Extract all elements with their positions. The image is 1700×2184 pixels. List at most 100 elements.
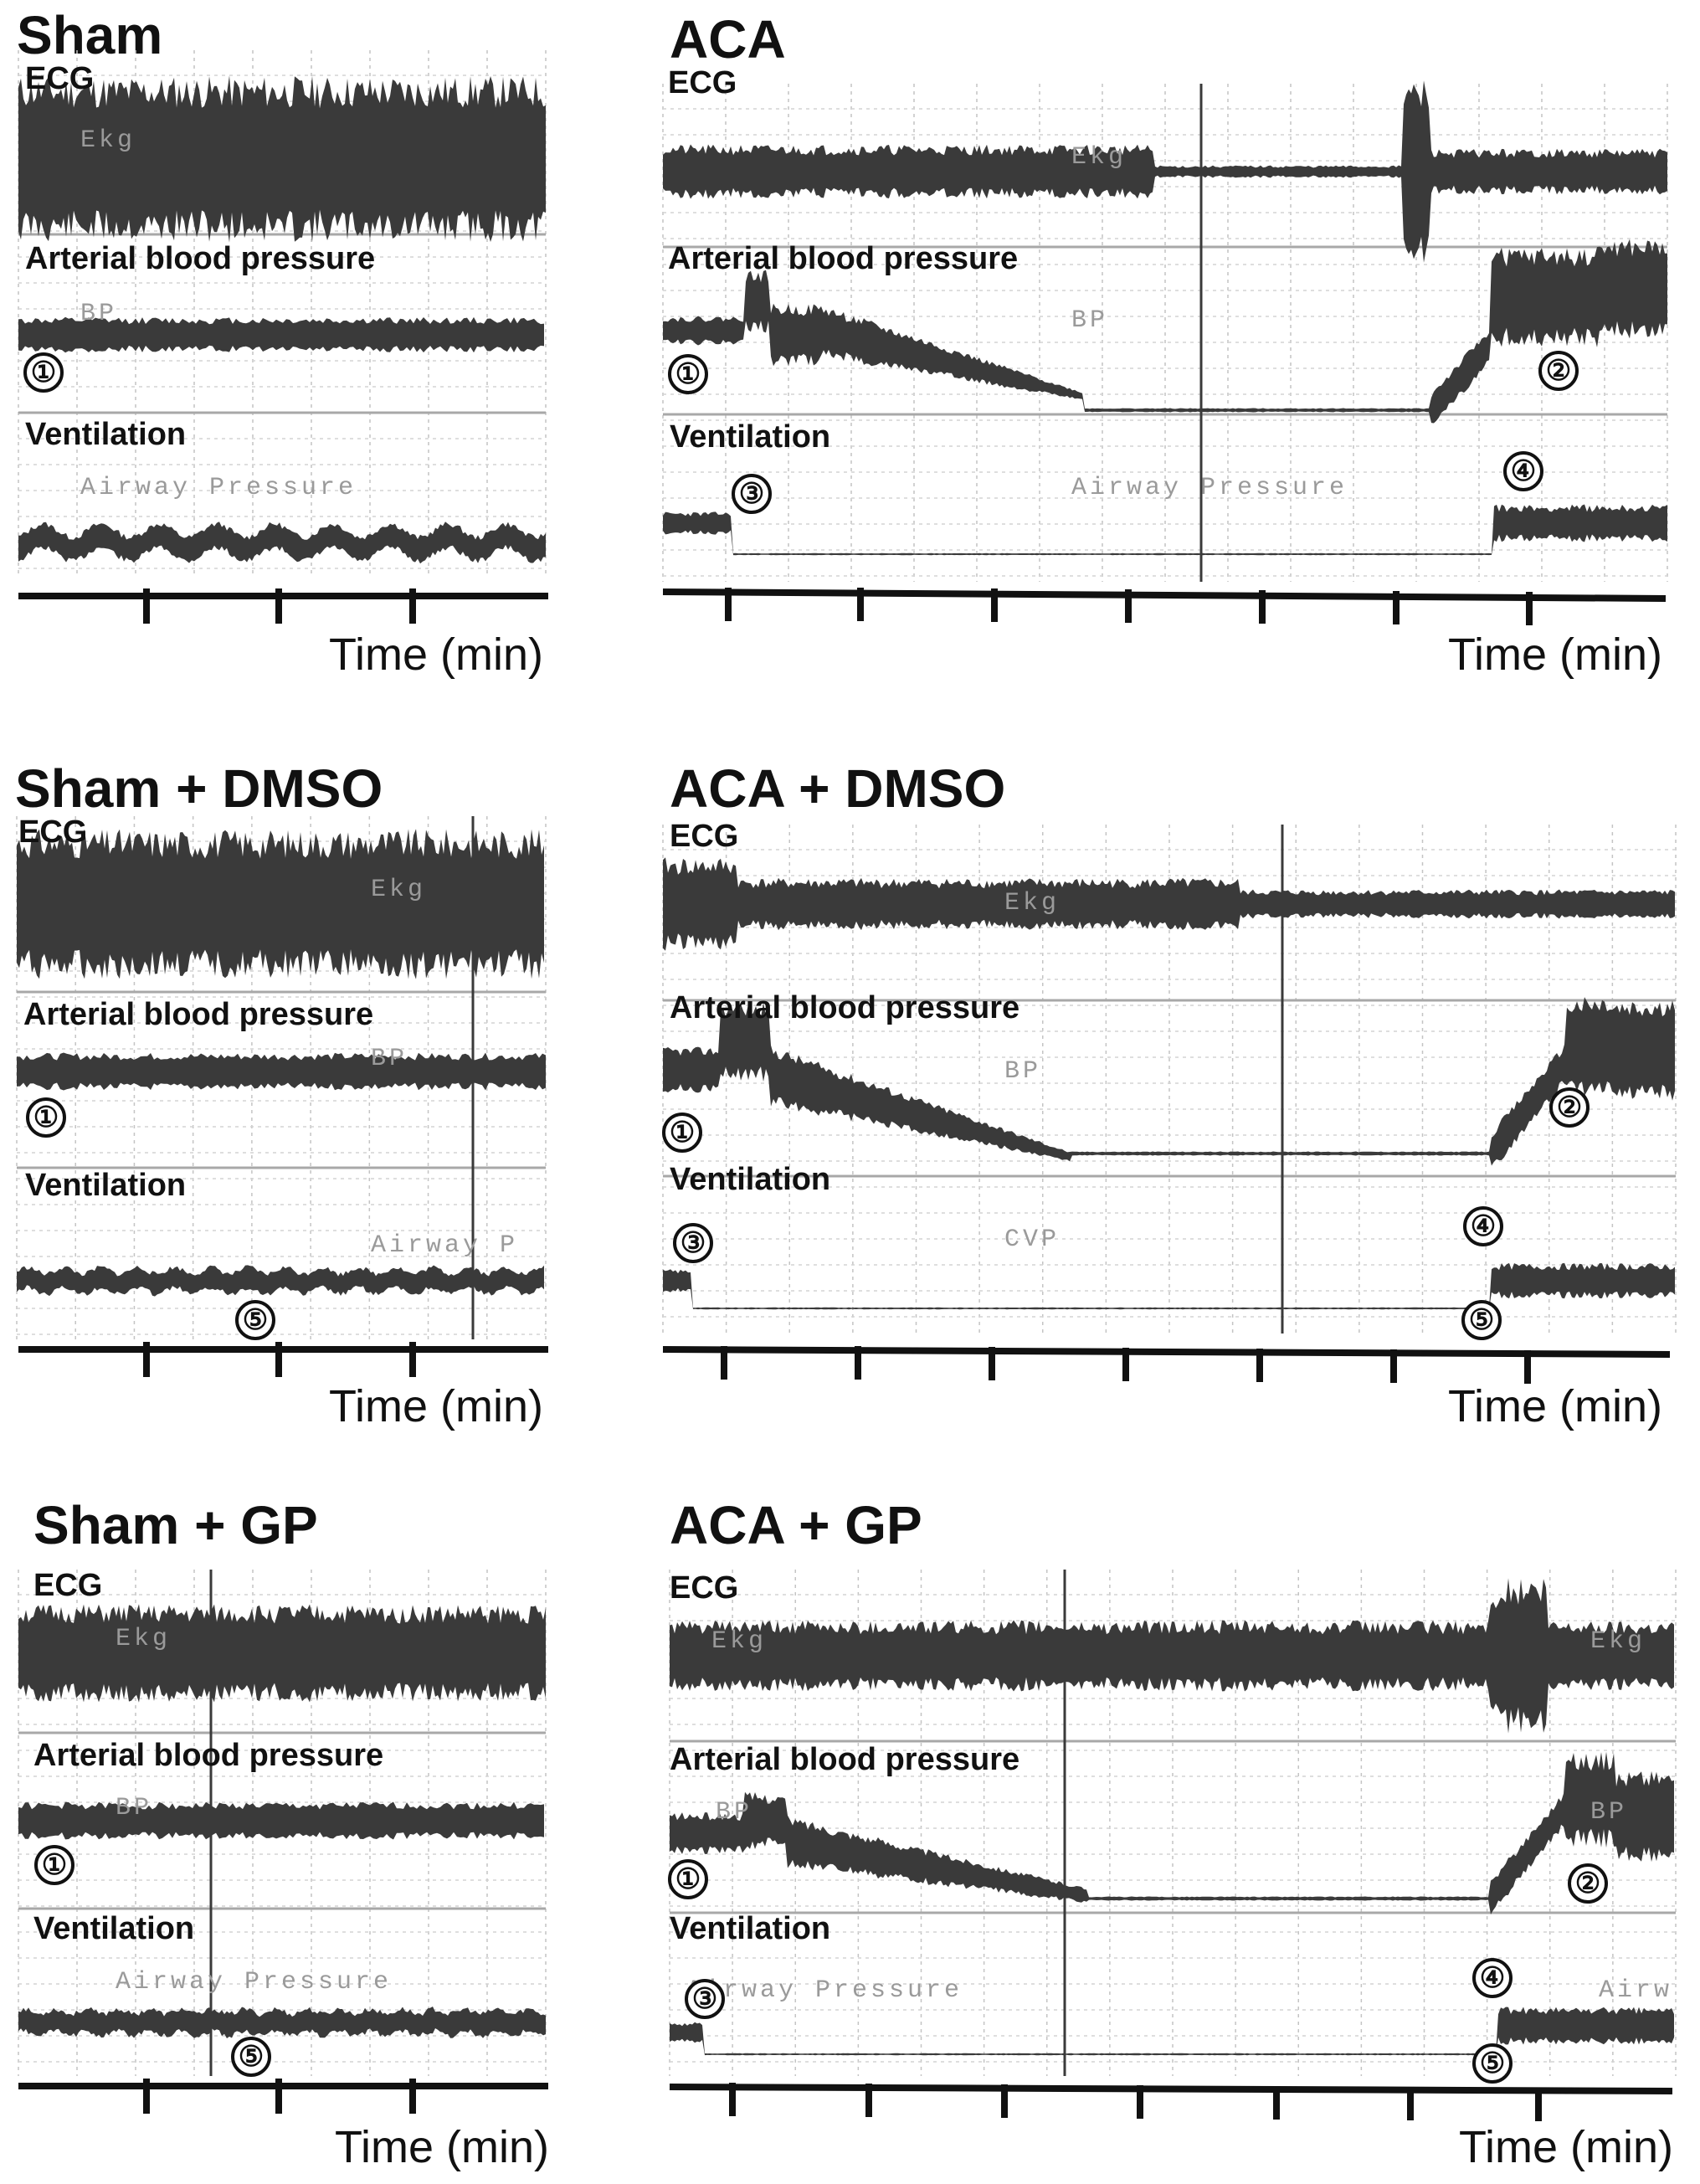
marker-2: ② bbox=[1568, 1863, 1608, 1904]
svg-text:②: ② bbox=[1546, 355, 1571, 387]
bp-label: Arterial blood pressure bbox=[25, 241, 376, 276]
vent-trace-name: Airway Pressure bbox=[116, 1968, 392, 1996]
bp-trace-name: BP bbox=[116, 1794, 152, 1822]
svg-text:④: ④ bbox=[1511, 455, 1536, 487]
marker-5: ⑤ bbox=[231, 2037, 271, 2077]
svg-text:③: ③ bbox=[681, 1227, 706, 1259]
marker-3: ③ bbox=[673, 1223, 713, 1263]
bp-trace-name: BP bbox=[80, 300, 117, 328]
ecg-trace bbox=[18, 1604, 546, 1703]
vent-trace-name-right: Airw bbox=[1599, 1976, 1672, 2005]
svg-text:⑤: ⑤ bbox=[1469, 1304, 1494, 1336]
vent-trace-name: Airway Pressure bbox=[686, 1976, 963, 2005]
bp-label: Arterial blood pressure bbox=[23, 997, 374, 1032]
svg-text:⑤: ⑤ bbox=[239, 2041, 264, 2073]
vent-trace-name: Airway P bbox=[371, 1231, 518, 1260]
svg-text:③: ③ bbox=[739, 478, 764, 510]
svg-text:①: ① bbox=[33, 1102, 59, 1133]
bp-label: Arterial blood pressure bbox=[670, 1742, 1020, 1777]
panel-title: ACA + DMSO bbox=[670, 758, 1006, 819]
ventilation-label: Ventilation bbox=[25, 1168, 187, 1203]
bp-trace-name: BP bbox=[716, 1798, 752, 1827]
marker-5: ⑤ bbox=[1472, 2043, 1513, 2084]
time-ticks bbox=[725, 588, 1533, 625]
marker-4: ④ bbox=[1503, 451, 1543, 491]
ecg-label: ECG bbox=[33, 1568, 103, 1603]
marker-1: ① bbox=[23, 352, 64, 393]
bp-trace bbox=[670, 1751, 1674, 1914]
time-axis bbox=[662, 588, 1667, 602]
x-axis-title: Time (min) bbox=[1448, 1381, 1662, 1431]
panel-plot: Ekg BP Airway Pressure ① ⑤ bbox=[18, 1570, 548, 2114]
panel-sham-gp: Sham + GP Ekg BP Airway Pressure ① ⑤ ECG… bbox=[0, 1490, 569, 2184]
ecg-trace bbox=[663, 80, 1667, 263]
panel-aca: ACA Ekg BP Airway Pressure ① ② ③ ④ bbox=[653, 0, 1700, 686]
panel-sham: Sham Ekg BP Airway Pressure ① ECG Arteri… bbox=[0, 0, 569, 686]
panel-title: ACA bbox=[670, 9, 786, 69]
panel-sham-dmso: Sham + DMSO Ekg BP Airway P ① ⑤ ECG Arte… bbox=[0, 753, 569, 1448]
panel-plot: Ekg BP Airway P ① ⑤ bbox=[16, 816, 548, 1377]
x-axis-title: Time (min) bbox=[329, 1381, 543, 1431]
ventilation-label: Ventilation bbox=[25, 417, 187, 452]
marker-5: ⑤ bbox=[1461, 1300, 1502, 1340]
bp-trace bbox=[17, 1052, 546, 1091]
ecg-trace-name: Ekg bbox=[711, 1627, 767, 1656]
time-ticks bbox=[143, 1342, 416, 1377]
svg-text:①: ① bbox=[31, 357, 56, 388]
svg-text:④: ④ bbox=[1480, 1962, 1505, 1994]
panel-plot: Ekg BP CVP ① ② ③ ④ ⑤ bbox=[662, 825, 1677, 1384]
ventilation-trace bbox=[18, 522, 546, 564]
x-axis-title: Time (min) bbox=[1448, 630, 1662, 680]
svg-text:⑤: ⑤ bbox=[1480, 2048, 1505, 2079]
ecg-trace bbox=[18, 75, 546, 243]
bp-trace-name-right: BP bbox=[1590, 1798, 1627, 1827]
ecg-trace-name: Ekg bbox=[116, 1625, 171, 1653]
panel-plot: Ekg BP Airway Pressure ① bbox=[18, 50, 548, 624]
ecg-trace-name: Ekg bbox=[1004, 889, 1060, 917]
panel-title: ACA + GP bbox=[670, 1495, 922, 1555]
time-ticks bbox=[143, 588, 416, 624]
panel-title: Sham + DMSO bbox=[15, 758, 383, 819]
ecg-trace bbox=[17, 829, 544, 979]
vent-trace-name: CVP bbox=[1004, 1226, 1060, 1254]
panel-aca-gp: ACA + GP Ekg Ekg BP BP Airway Pressure A… bbox=[653, 1490, 1700, 2184]
marker-1: ① bbox=[662, 1113, 702, 1153]
ecg-trace-name: Ekg bbox=[371, 876, 426, 904]
ecg-label: ECG bbox=[18, 815, 88, 850]
marker-1: ① bbox=[668, 354, 708, 394]
ecg-label: ECG bbox=[670, 1570, 739, 1606]
marker-5: ⑤ bbox=[235, 1300, 275, 1340]
time-ticks bbox=[729, 2083, 1542, 2121]
bp-trace bbox=[18, 1801, 544, 1840]
bp-trace bbox=[663, 239, 1667, 424]
time-axis bbox=[662, 1346, 1671, 1358]
svg-text:①: ① bbox=[675, 358, 701, 390]
svg-text:④: ④ bbox=[1471, 1210, 1496, 1242]
svg-text:⑤: ⑤ bbox=[243, 1304, 268, 1336]
time-ticks bbox=[721, 1346, 1531, 1384]
bp-trace-name: BP bbox=[1004, 1057, 1041, 1086]
ecg-trace bbox=[670, 1578, 1674, 1734]
bp-trace-name: BP bbox=[371, 1045, 408, 1073]
marker-1: ① bbox=[26, 1097, 66, 1138]
time-axis bbox=[669, 2084, 1673, 2094]
panel-aca-dmso: ACA + DMSO Ekg BP CVP ① ② ③ ④ ⑤ bbox=[653, 753, 1700, 1448]
svg-text:②: ② bbox=[1557, 1092, 1582, 1123]
marker-3: ③ bbox=[732, 474, 772, 514]
time-ticks bbox=[143, 2079, 416, 2114]
bp-trace-name: BP bbox=[1071, 306, 1108, 335]
marker-1: ① bbox=[668, 1859, 708, 1899]
ventilation-trace bbox=[18, 2007, 546, 2038]
bp-label: Arterial blood pressure bbox=[670, 990, 1020, 1025]
bp-trace bbox=[18, 316, 544, 353]
bp-label: Arterial blood pressure bbox=[668, 241, 1019, 276]
svg-text:①: ① bbox=[675, 1863, 701, 1895]
ventilation-trace bbox=[670, 2007, 1674, 2056]
ecg-trace-name: Ekg bbox=[1071, 143, 1127, 172]
svg-text:②: ② bbox=[1575, 1868, 1600, 1899]
ecg-trace-name-right: Ekg bbox=[1590, 1627, 1646, 1656]
ventilation-label: Ventilation bbox=[670, 1911, 831, 1946]
ventilation-trace bbox=[663, 1262, 1675, 1310]
marker-1: ① bbox=[34, 1845, 74, 1885]
